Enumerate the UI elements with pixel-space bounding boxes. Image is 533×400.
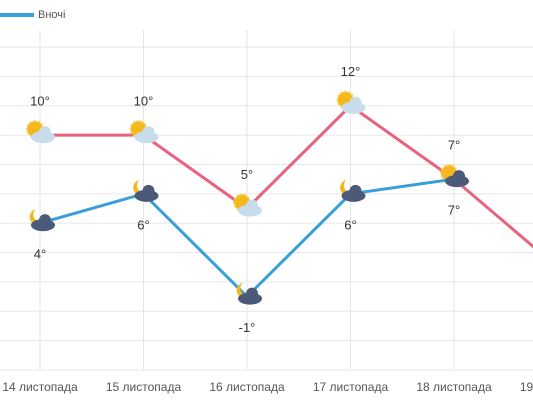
cloud <box>39 126 51 139</box>
weather-icon <box>233 193 262 217</box>
moon <box>443 165 459 181</box>
cloud <box>453 170 465 183</box>
legend-label: Вночі <box>38 9 65 21</box>
moon <box>29 209 45 226</box>
weather-icon <box>340 179 366 202</box>
weather-icon <box>236 282 262 305</box>
x-tick-label: 18 листопада <box>416 380 492 394</box>
weather-icon <box>443 165 469 188</box>
cloud <box>39 214 51 227</box>
data-label: 6° <box>344 217 356 232</box>
x-tick-label: 15 листопада <box>106 380 182 394</box>
data-label: -1° <box>239 320 256 335</box>
moon <box>340 179 356 196</box>
moon <box>133 179 149 196</box>
weather-icon <box>336 90 366 114</box>
weather-icon <box>133 179 159 202</box>
data-label: 10° <box>30 94 50 109</box>
data-label: 7° <box>448 203 460 218</box>
x-tick-label: 16 листопада <box>209 380 285 394</box>
data-label: 12° <box>341 64 361 79</box>
cloud <box>142 126 155 139</box>
weather-icon <box>129 120 159 144</box>
data-label: 6° <box>137 217 149 232</box>
cloud <box>349 184 362 197</box>
cloud <box>246 287 258 300</box>
data-label: 10° <box>134 94 154 109</box>
x-tick-label: 14 листопада <box>2 380 78 394</box>
data-label: 7° <box>448 138 460 153</box>
weather-icon <box>29 209 55 232</box>
data-label: 5° <box>241 167 253 182</box>
x-tick-label: 19 листопада <box>520 380 533 394</box>
cloud <box>349 96 362 109</box>
weather-icon <box>26 120 55 144</box>
line <box>40 103 533 249</box>
cloud <box>142 184 155 197</box>
cloud <box>246 199 258 212</box>
moon <box>236 282 252 299</box>
data-label: 4° <box>34 247 46 262</box>
x-tick-label: 17 листопада <box>313 380 389 394</box>
